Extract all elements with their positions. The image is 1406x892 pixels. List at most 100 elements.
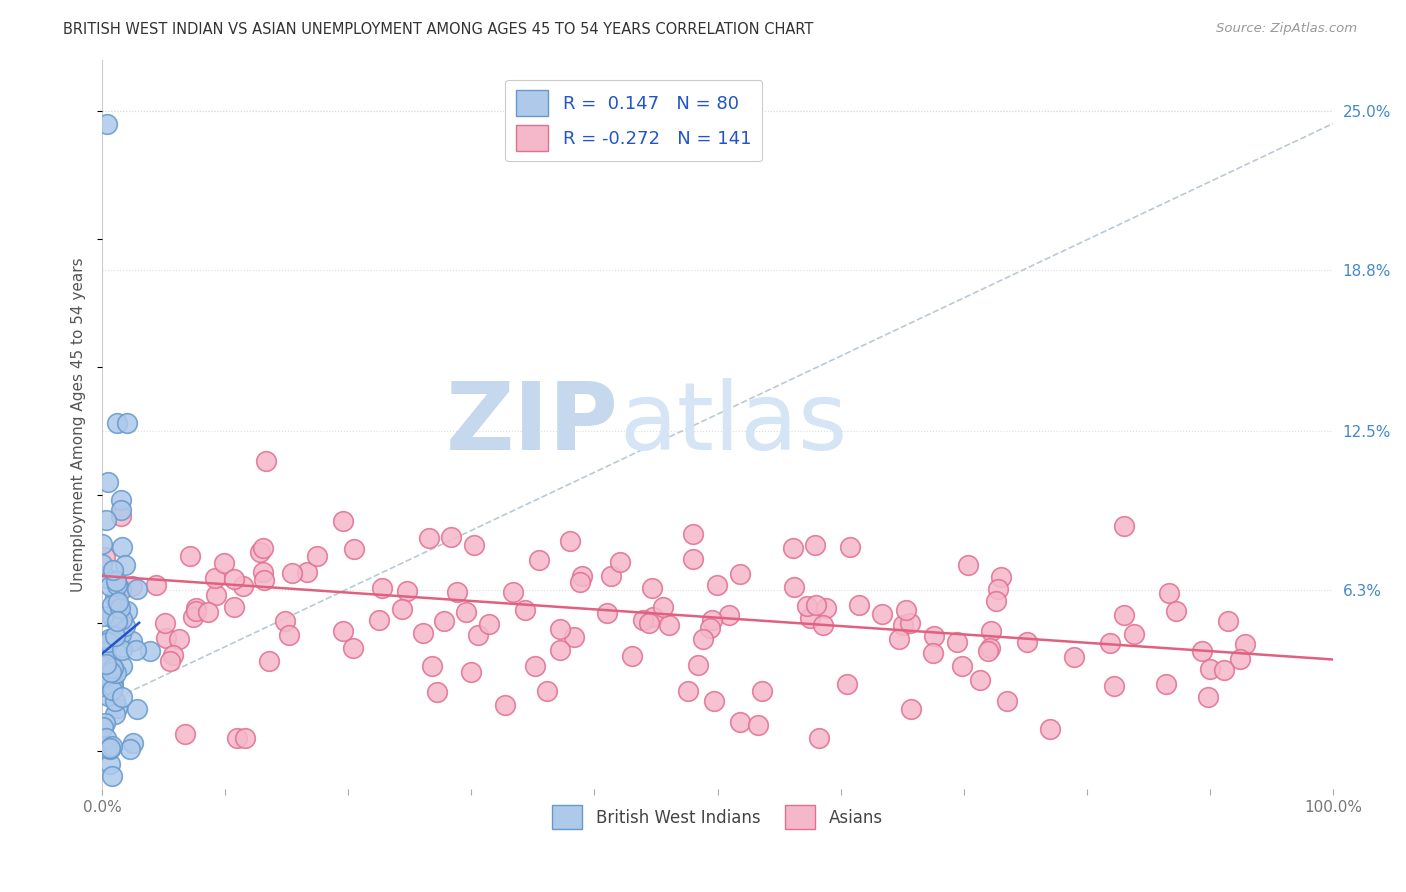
Point	[803, 538, 825, 552]
Point	[682, 527, 704, 541]
Point	[599, 569, 621, 583]
Point	[891, 617, 914, 632]
Point	[105, 614, 128, 628]
Point	[728, 567, 751, 582]
Point	[922, 629, 945, 643]
Point	[226, 731, 249, 745]
Point	[252, 541, 274, 555]
Point	[105, 578, 128, 592]
Point	[273, 614, 295, 628]
Point	[1191, 643, 1213, 657]
Point	[139, 643, 162, 657]
Point	[101, 683, 124, 698]
Point	[872, 607, 894, 621]
Point	[101, 563, 124, 577]
Point	[96, 571, 118, 585]
Point	[104, 694, 127, 708]
Point	[278, 628, 301, 642]
Point	[536, 684, 558, 698]
Point	[91, 654, 114, 668]
Point	[111, 690, 134, 704]
Point	[945, 635, 967, 649]
Point	[94, 716, 117, 731]
Point	[110, 509, 132, 524]
Point	[114, 619, 136, 633]
Point	[104, 574, 127, 589]
Point	[815, 601, 838, 615]
Point	[1213, 663, 1236, 677]
Point	[111, 642, 134, 657]
Point	[478, 616, 501, 631]
Point	[105, 666, 128, 681]
Point	[1154, 677, 1177, 691]
Point	[837, 677, 859, 691]
Point	[692, 632, 714, 646]
Point	[332, 514, 354, 528]
Point	[460, 665, 482, 680]
Point	[799, 611, 821, 625]
Point	[110, 659, 132, 673]
Point	[96, 740, 118, 755]
Point	[101, 661, 124, 675]
Point	[418, 532, 440, 546]
Point	[529, 553, 551, 567]
Point	[115, 416, 138, 430]
Point	[658, 618, 681, 632]
Point	[91, 658, 114, 673]
Point	[257, 654, 280, 668]
Point	[94, 731, 117, 745]
Point	[995, 694, 1018, 708]
Point	[446, 585, 468, 599]
Point	[105, 416, 128, 430]
Point	[550, 643, 572, 657]
Point	[1063, 650, 1085, 665]
Point	[783, 581, 806, 595]
Point	[118, 742, 141, 756]
Point	[101, 675, 124, 690]
Point	[108, 600, 131, 615]
Point	[110, 492, 132, 507]
Point	[1015, 634, 1038, 648]
Point	[96, 668, 118, 682]
Point	[122, 736, 145, 750]
Point	[1112, 518, 1135, 533]
Point	[101, 769, 124, 783]
Point	[700, 613, 723, 627]
Point	[98, 677, 121, 691]
Point	[103, 612, 125, 626]
Point	[104, 706, 127, 721]
Point	[222, 572, 245, 586]
Point	[186, 604, 208, 618]
Point	[751, 683, 773, 698]
Point	[703, 694, 725, 708]
Point	[747, 718, 769, 732]
Point	[253, 573, 276, 587]
Point	[391, 602, 413, 616]
Point	[1229, 652, 1251, 666]
Point	[699, 621, 721, 635]
Point	[94, 550, 117, 565]
Point	[224, 600, 246, 615]
Point	[1122, 626, 1144, 640]
Point	[107, 599, 129, 613]
Point	[848, 598, 870, 612]
Point	[107, 581, 129, 595]
Point	[887, 632, 910, 646]
Point	[718, 607, 741, 622]
Point	[921, 646, 943, 660]
Point	[433, 614, 456, 628]
Point	[813, 618, 835, 632]
Point	[93, 654, 115, 668]
Text: BRITISH WEST INDIAN VS ASIAN UNEMPLOYMENT AMONG AGES 45 TO 54 YEARS CORRELATION : BRITISH WEST INDIAN VS ASIAN UNEMPLOYMEN…	[63, 22, 814, 37]
Point	[980, 624, 1002, 638]
Point	[98, 741, 121, 756]
Point	[569, 575, 592, 590]
Point	[162, 648, 184, 662]
Point	[706, 578, 728, 592]
Point	[94, 657, 117, 672]
Point	[979, 640, 1001, 655]
Point	[100, 665, 122, 679]
Point	[513, 603, 536, 617]
Point	[110, 627, 132, 641]
Point	[796, 599, 818, 614]
